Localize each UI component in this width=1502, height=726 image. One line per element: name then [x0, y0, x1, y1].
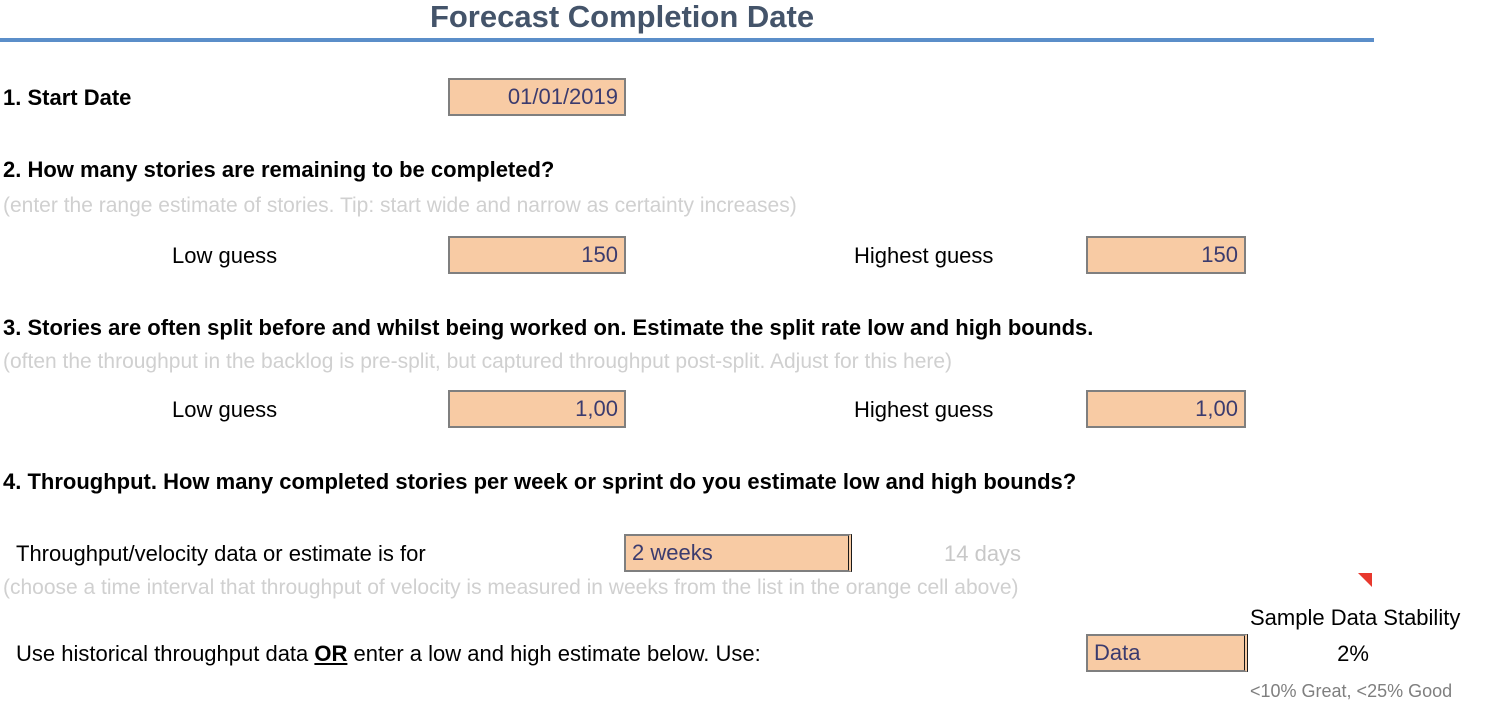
stories-high-guess-input[interactable]: 150	[1086, 236, 1246, 274]
page-title: Forecast Completion Date	[429, 0, 815, 34]
stories-remaining-question: 2. How many stories are remaining to be …	[3, 157, 555, 182]
split-rate-hint: (often the throughput in the backlog is …	[3, 350, 953, 373]
stories-low-guess-label: Low guess	[172, 243, 278, 268]
split-high-guess-label: Highest guess	[854, 397, 994, 422]
comment-indicator-icon[interactable]	[1358, 573, 1372, 587]
stability-legend: <10% Great, <25% Good	[1250, 681, 1453, 701]
throughput-question: 4. Throughput. How many completed storie…	[3, 469, 1077, 494]
sample-stability-value: 2%	[1337, 641, 1369, 666]
split-low-guess-input[interactable]: 1,00	[448, 390, 626, 428]
split-low-guess-label: Low guess	[172, 397, 278, 422]
data-source-select[interactable]: Data	[1086, 634, 1248, 672]
interval-select[interactable]: 2 weeks	[624, 534, 852, 572]
use-data-label-or: OR	[314, 641, 348, 666]
use-data-label: Use historical throughput data OR enter …	[16, 641, 761, 667]
start-date-label: 1. Start Date	[3, 85, 132, 110]
split-rate-question: 3. Stories are often split before and wh…	[3, 315, 1094, 340]
split-high-guess-input[interactable]: 1,00	[1086, 390, 1246, 428]
stories-high-guess-label: Highest guess	[854, 243, 994, 268]
title-divider	[0, 38, 1374, 42]
use-data-label-prefix: Use historical throughput data	[16, 641, 315, 666]
stories-remaining-hint: (enter the range estimate of stories. Ti…	[3, 194, 797, 217]
sample-stability-header: Sample Data Stability	[1250, 605, 1461, 630]
start-date-input[interactable]: 01/01/2019	[448, 78, 626, 116]
interval-hint: (choose a time interval that throughput …	[3, 576, 1019, 599]
interval-days-value: 14 days	[944, 541, 1022, 566]
interval-label: Throughput/velocity data or estimate is …	[16, 541, 426, 566]
stories-low-guess-input[interactable]: 150	[448, 236, 626, 274]
use-data-label-suffix: enter a low and high estimate below. Use…	[347, 641, 761, 666]
